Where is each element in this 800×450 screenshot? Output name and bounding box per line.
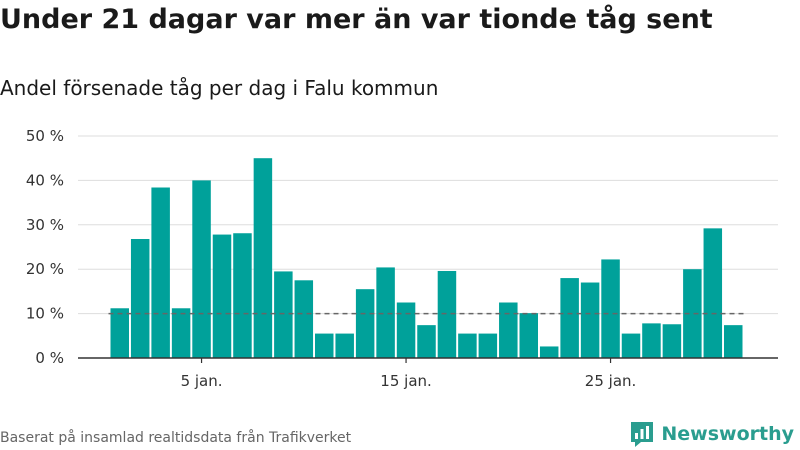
bar [396, 302, 416, 358]
bar [499, 302, 518, 358]
bar [437, 270, 457, 358]
source-note: Baserat på insamlad realtidsdata från Tr… [0, 430, 352, 446]
x-tick-label: 15 jan. [380, 372, 432, 390]
y-tick-label: 30 % [26, 216, 64, 234]
newsworthy-logo-icon [631, 422, 654, 447]
bar [294, 280, 314, 358]
bar [171, 308, 191, 358]
chart-title: Under 21 dagar var mer än var tionde tåg… [0, 4, 713, 35]
bar [192, 180, 211, 358]
bar [580, 282, 600, 358]
y-tick-label: 0 % [35, 349, 64, 367]
bar [110, 308, 129, 358]
bar [642, 323, 661, 358]
bar [683, 269, 702, 358]
bar [560, 278, 579, 358]
bar [621, 333, 641, 358]
x-tick-label: 5 jan. [181, 372, 223, 390]
bar [703, 228, 723, 358]
bar [417, 325, 436, 358]
brand-name: Newsworthy [661, 423, 794, 445]
bar [315, 333, 334, 358]
bar [519, 313, 538, 358]
bar [478, 333, 498, 358]
bar [662, 324, 682, 358]
y-tick-label: 20 % [26, 260, 64, 278]
bar [355, 289, 375, 358]
bar [212, 234, 232, 358]
x-tick-label: 25 jan. [585, 372, 637, 390]
bar [130, 239, 150, 358]
brand-logo: Newsworthy [629, 419, 794, 449]
bar [151, 187, 170, 358]
bar [458, 333, 477, 358]
bar [539, 346, 559, 358]
bar [253, 158, 273, 358]
y-tick-label: 50 % [26, 127, 64, 145]
y-tick-label: 40 % [26, 171, 64, 189]
bar [724, 325, 743, 358]
bar-chart: 0 % 10 % 20 % 30 % 40 % 50 % 5 jan. 15 jan. 25 j… [26, 127, 778, 390]
bar [601, 259, 620, 358]
bar [233, 233, 252, 358]
bar [274, 271, 293, 358]
bar [376, 267, 395, 358]
y-tick-label: 10 % [26, 305, 64, 323]
chart-subtitle: Andel försenade tåg per dag i Falu kommu… [0, 76, 439, 100]
bar [335, 333, 354, 358]
